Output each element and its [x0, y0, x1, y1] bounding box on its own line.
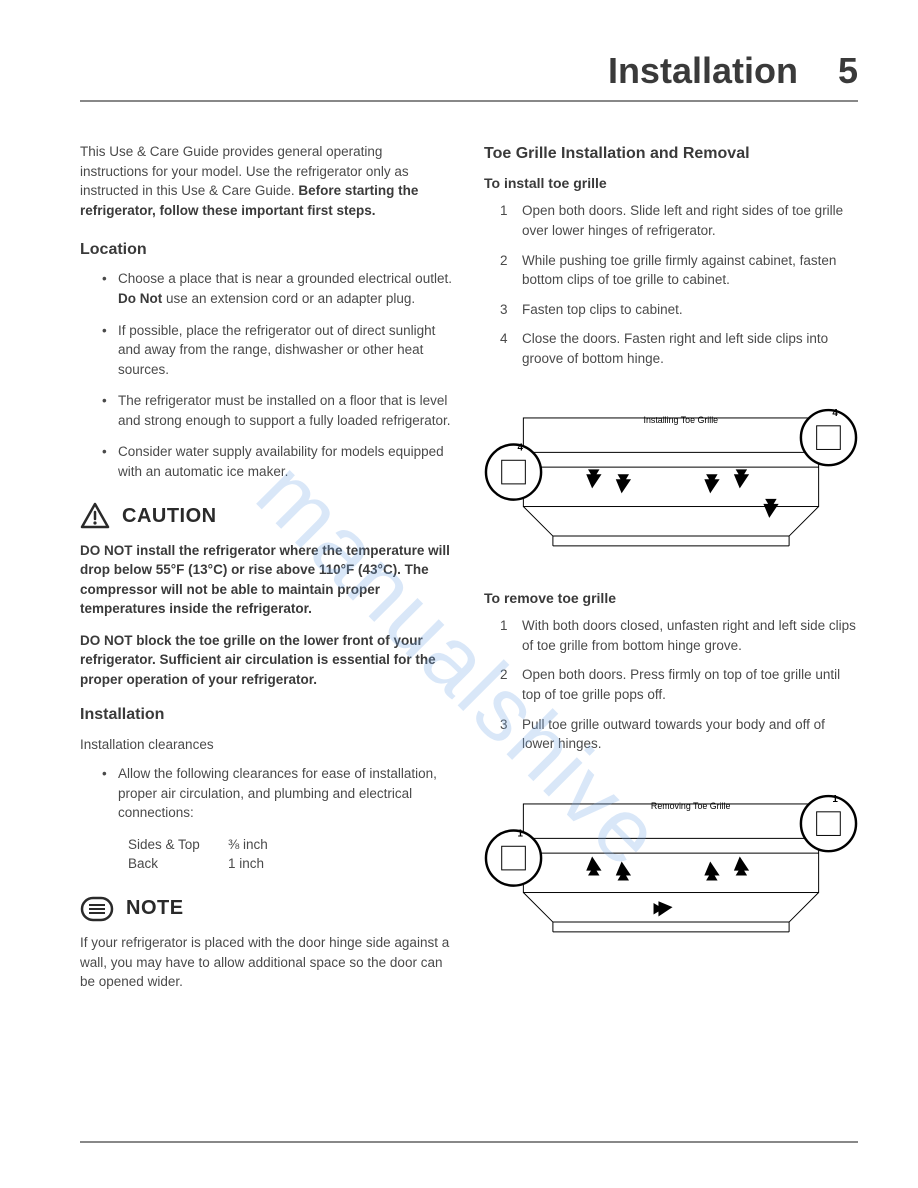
step-number: 4: [500, 329, 508, 349]
list-item: Consider water supply availability for m…: [118, 442, 454, 481]
note-icon: [80, 896, 114, 922]
clearance-label: Sides & Top: [128, 835, 228, 855]
step-number: 1: [500, 201, 508, 221]
install-toe-diagram: 4 4 Installing Toe Grille: [484, 392, 858, 562]
installation-list: Allow the following clearances for ease …: [80, 764, 454, 823]
list-item: 1With both doors closed, unfasten right …: [522, 616, 858, 655]
table-row: Sides & Top ⅜ inch: [128, 835, 454, 855]
list-item: 3Pull toe grille outward towards your bo…: [522, 715, 858, 754]
remove-toe-sub: To remove toe grille: [484, 588, 858, 608]
step-text: Open both doors. Press firmly on top of …: [522, 667, 840, 702]
loc1-post: use an extension cord or an adapter plug…: [162, 291, 415, 306]
loc1-bold: Do Not: [118, 291, 162, 306]
remove-toe-diagram: 1 1 Removing Toe Grille: [484, 778, 858, 948]
caution-callout: CAUTION: [80, 502, 454, 531]
svg-text:4: 4: [517, 443, 523, 454]
installation-sub: Installation clearances: [80, 735, 454, 755]
caution-icon: [80, 502, 110, 530]
note-label: NOTE: [126, 894, 184, 923]
svg-text:1: 1: [517, 828, 523, 839]
list-item: 2Open both doors. Press firmly on top of…: [522, 665, 858, 704]
right-column: Toe Grille Installation and Removal To i…: [484, 142, 858, 992]
caution-text-2: DO NOT block the toe grille on the lower…: [80, 631, 454, 690]
table-row: Back 1 inch: [128, 854, 454, 874]
clearance-label: Back: [128, 854, 228, 874]
step-number: 2: [500, 251, 508, 271]
caution-text-1: DO NOT install the refrigerator where th…: [80, 541, 454, 619]
note-callout: NOTE: [80, 894, 454, 923]
step-text: Fasten top clips to cabinet.: [522, 302, 683, 317]
page-number: 5: [838, 50, 858, 92]
clearance-value: ⅜ inch: [228, 835, 268, 855]
list-item: 3Fasten top clips to cabinet.: [522, 300, 858, 320]
list-item: Choose a place that is near a grounded e…: [118, 269, 454, 308]
svg-text:4: 4: [832, 408, 838, 419]
installation-heading: Installation: [80, 703, 454, 726]
list-item: If possible, place the refrigerator out …: [118, 321, 454, 380]
install-steps-list: 1 Open both doors. Slide left and right s…: [484, 201, 858, 368]
step-number: 3: [500, 300, 508, 320]
note-text: If your refrigerator is placed with the …: [80, 933, 454, 992]
step-number: 3: [500, 715, 508, 735]
list-item: 1Open both doors. Slide left and right s…: [522, 201, 858, 240]
step-number: 2: [500, 665, 508, 685]
intro-paragraph: This Use & Care Guide provides general o…: [80, 142, 454, 220]
clearance-table: Sides & Top ⅜ inch Back 1 inch: [128, 835, 454, 874]
left-column: This Use & Care Guide provides general o…: [80, 142, 454, 992]
step-text: With both doors closed, unfasten right a…: [522, 618, 856, 653]
list-item: 4Close the doors. Fasten right and left …: [522, 329, 858, 368]
step-text: While pushing toe grille firmly against …: [522, 253, 836, 288]
svg-text:1: 1: [832, 794, 838, 805]
footer-divider: [80, 1141, 858, 1143]
remove-steps-list: 1 With both doors closed, unfasten right …: [484, 616, 858, 753]
header-divider: [80, 100, 858, 102]
step-text: Pull toe grille outward towards your bod…: [522, 717, 825, 752]
page-title: Installation: [608, 50, 798, 92]
list-item: The refrigerator must be installed on a …: [118, 391, 454, 430]
diagram-label: Installing Toe Grille: [644, 415, 719, 425]
clearance-value: 1 inch: [228, 854, 264, 874]
diagram-label: Removing Toe Grille: [651, 801, 731, 811]
loc1-pre: Choose a place that is near a grounded e…: [118, 271, 452, 286]
step-number: 1: [500, 616, 508, 636]
location-list: Choose a place that is near a grounded e…: [80, 269, 454, 481]
list-item: Allow the following clearances for ease …: [118, 764, 454, 823]
caution-label: CAUTION: [122, 502, 217, 531]
step-text: Open both doors. Slide left and right si…: [522, 203, 843, 238]
location-heading: Location: [80, 238, 454, 261]
list-item: 2While pushing toe grille firmly against…: [522, 251, 858, 290]
install-toe-sub: To install toe grille: [484, 173, 858, 193]
step-text: Close the doors. Fasten right and left s…: [522, 331, 828, 366]
toe-grille-heading: Toe Grille Installation and Removal: [484, 142, 858, 165]
